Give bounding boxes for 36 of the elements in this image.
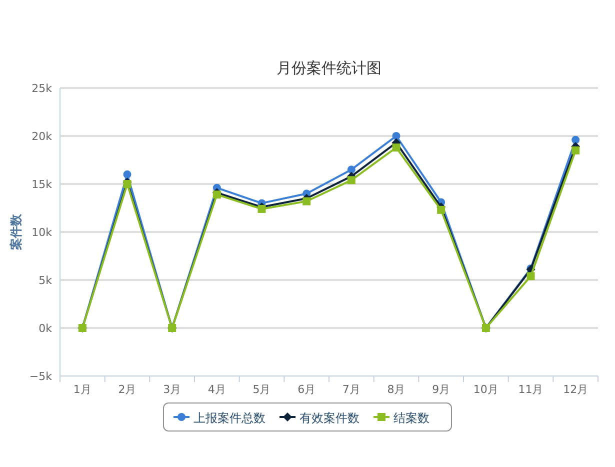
x-tick-label: 6月 [298,383,316,396]
y-tick-label: 0k [38,322,53,335]
point [392,144,400,152]
y-tick-label: 10k [32,226,53,239]
y-tick-label: −5k [29,370,53,383]
chart-title: 月份案件统计图 [276,59,382,77]
point [347,166,356,174]
legend-label: 有效案件数 [300,411,360,425]
x-tick-label: 3月 [163,383,182,396]
x-tick-label: 10月 [473,383,498,396]
y-tick-label: 20k [32,130,53,143]
legend-label: 上报案件总数 [194,411,266,425]
x-tick-label: 2月 [118,383,136,396]
point [123,170,132,178]
y-axis-title: 案件数 [9,213,23,251]
x-tick-label: 1月 [73,383,92,396]
y-tick-label: 25k [32,82,53,95]
y-tick-label: 15k [32,178,53,191]
point [347,176,356,184]
x-tick-label: 8月 [387,383,406,396]
x-tick-label: 12月 [563,383,588,396]
x-tick-label: 7月 [342,383,360,396]
x-tick-label: 11月 [518,383,544,396]
point [572,146,580,154]
legend-label: 结案数 [394,411,430,425]
point [123,180,132,188]
point [437,206,446,214]
x-tick-label: 4月 [208,383,226,396]
point [392,132,400,140]
x-tick-label: 5月 [252,383,271,396]
point [526,272,535,280]
y-tick-label: 5k [38,274,53,287]
point [302,197,311,206]
point [572,136,580,144]
point [212,190,221,199]
x-tick-label: 9月 [432,383,450,396]
